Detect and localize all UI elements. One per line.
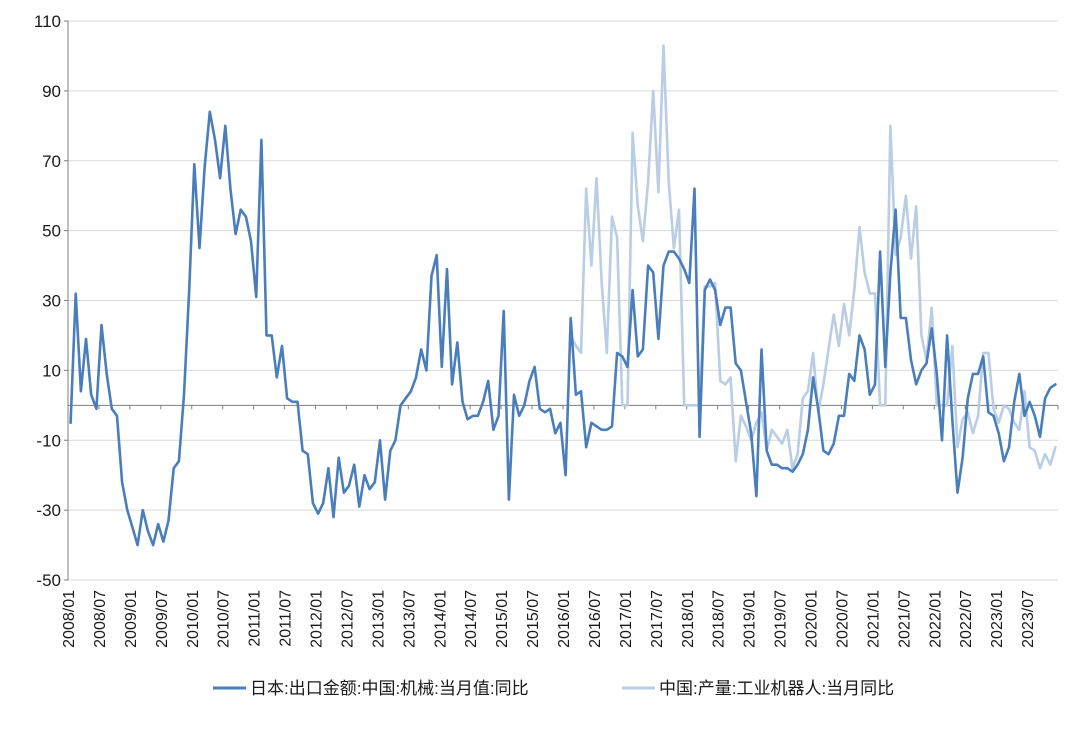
x-tick-label: 2015/07 <box>525 590 542 648</box>
x-tick-label: 2014/01 <box>432 590 449 648</box>
x-tick-label: 2011/01 <box>247 590 264 647</box>
x-tick-label: 2012/07 <box>339 590 356 648</box>
legend-label: 日本:出口金额:中国:机械:当月值:同比 <box>250 679 529 698</box>
axes <box>64 20 1059 581</box>
gridlines <box>68 20 1058 581</box>
x-tick-label: 2015/01 <box>494 590 511 648</box>
x-tick-label: 2013/07 <box>401 590 418 648</box>
series-line-2 <box>569 44 1057 470</box>
x-tick-label: 2021/07 <box>896 590 913 648</box>
x-tick-label: 2014/07 <box>463 590 480 648</box>
x-tick-label: 2016/07 <box>587 590 604 648</box>
x-tick-label: 2018/07 <box>711 590 728 648</box>
x-tick-label: 2018/01 <box>680 590 697 648</box>
x-tick-label: 2022/01 <box>927 590 944 648</box>
y-tick-labels: -50 -30 -10 10 30 50 70 90 110 <box>34 12 61 590</box>
x-tick-labels: 2008/01 2008/07 2009/01 2009/07 2010/01 2010/… <box>61 590 1037 648</box>
y-tick-label: 50 <box>42 222 61 241</box>
x-tick-label: 2008/07 <box>92 590 109 648</box>
x-tick-label: 2012/01 <box>309 590 326 648</box>
y-tick-label: 10 <box>42 361 61 380</box>
legend-label: 中国:产量:工业机器人:当月同比 <box>659 679 894 698</box>
x-tick-label: 2017/07 <box>649 590 666 648</box>
y-tick-label: 70 <box>42 152 61 171</box>
x-tick-label: 2010/01 <box>185 590 202 648</box>
legend: 日本:出口金额:中国:机械:当月值:同比 中国:产量:工业机器人:当月同比 <box>213 679 894 698</box>
x-tick-label: 2010/07 <box>216 590 233 648</box>
x-tick-label: 2013/01 <box>370 590 387 648</box>
x-tick-label: 2009/07 <box>154 590 171 648</box>
series-lines <box>69 44 1057 547</box>
y-tick-label: -30 <box>36 501 61 520</box>
x-tick-label: 2008/01 <box>61 590 78 648</box>
x-tick-label: 2020/07 <box>834 590 851 648</box>
x-tick-label: 2019/07 <box>773 590 790 648</box>
x-tick-label: 2021/01 <box>865 590 882 648</box>
x-tick-label: 2009/01 <box>123 590 140 648</box>
x-tick-label: 2016/01 <box>556 590 573 648</box>
x-tick-label: 2011/07 <box>278 590 295 647</box>
x-tick-label: 2023/07 <box>1020 590 1037 648</box>
x-tick-label: 2022/07 <box>958 590 975 648</box>
x-tick-label: 2019/01 <box>742 590 759 648</box>
y-tick-label: -10 <box>36 431 61 450</box>
x-tick-label: 2017/01 <box>618 590 635 648</box>
series-line-1 <box>69 110 1057 547</box>
x-tick-label: 2020/01 <box>804 590 821 648</box>
y-tick-label: 90 <box>42 82 61 101</box>
y-tick-label: 110 <box>34 12 61 31</box>
x-tick-label: 2023/01 <box>989 590 1006 648</box>
y-tick-label: -50 <box>36 571 61 590</box>
y-tick-label: 30 <box>42 292 61 311</box>
